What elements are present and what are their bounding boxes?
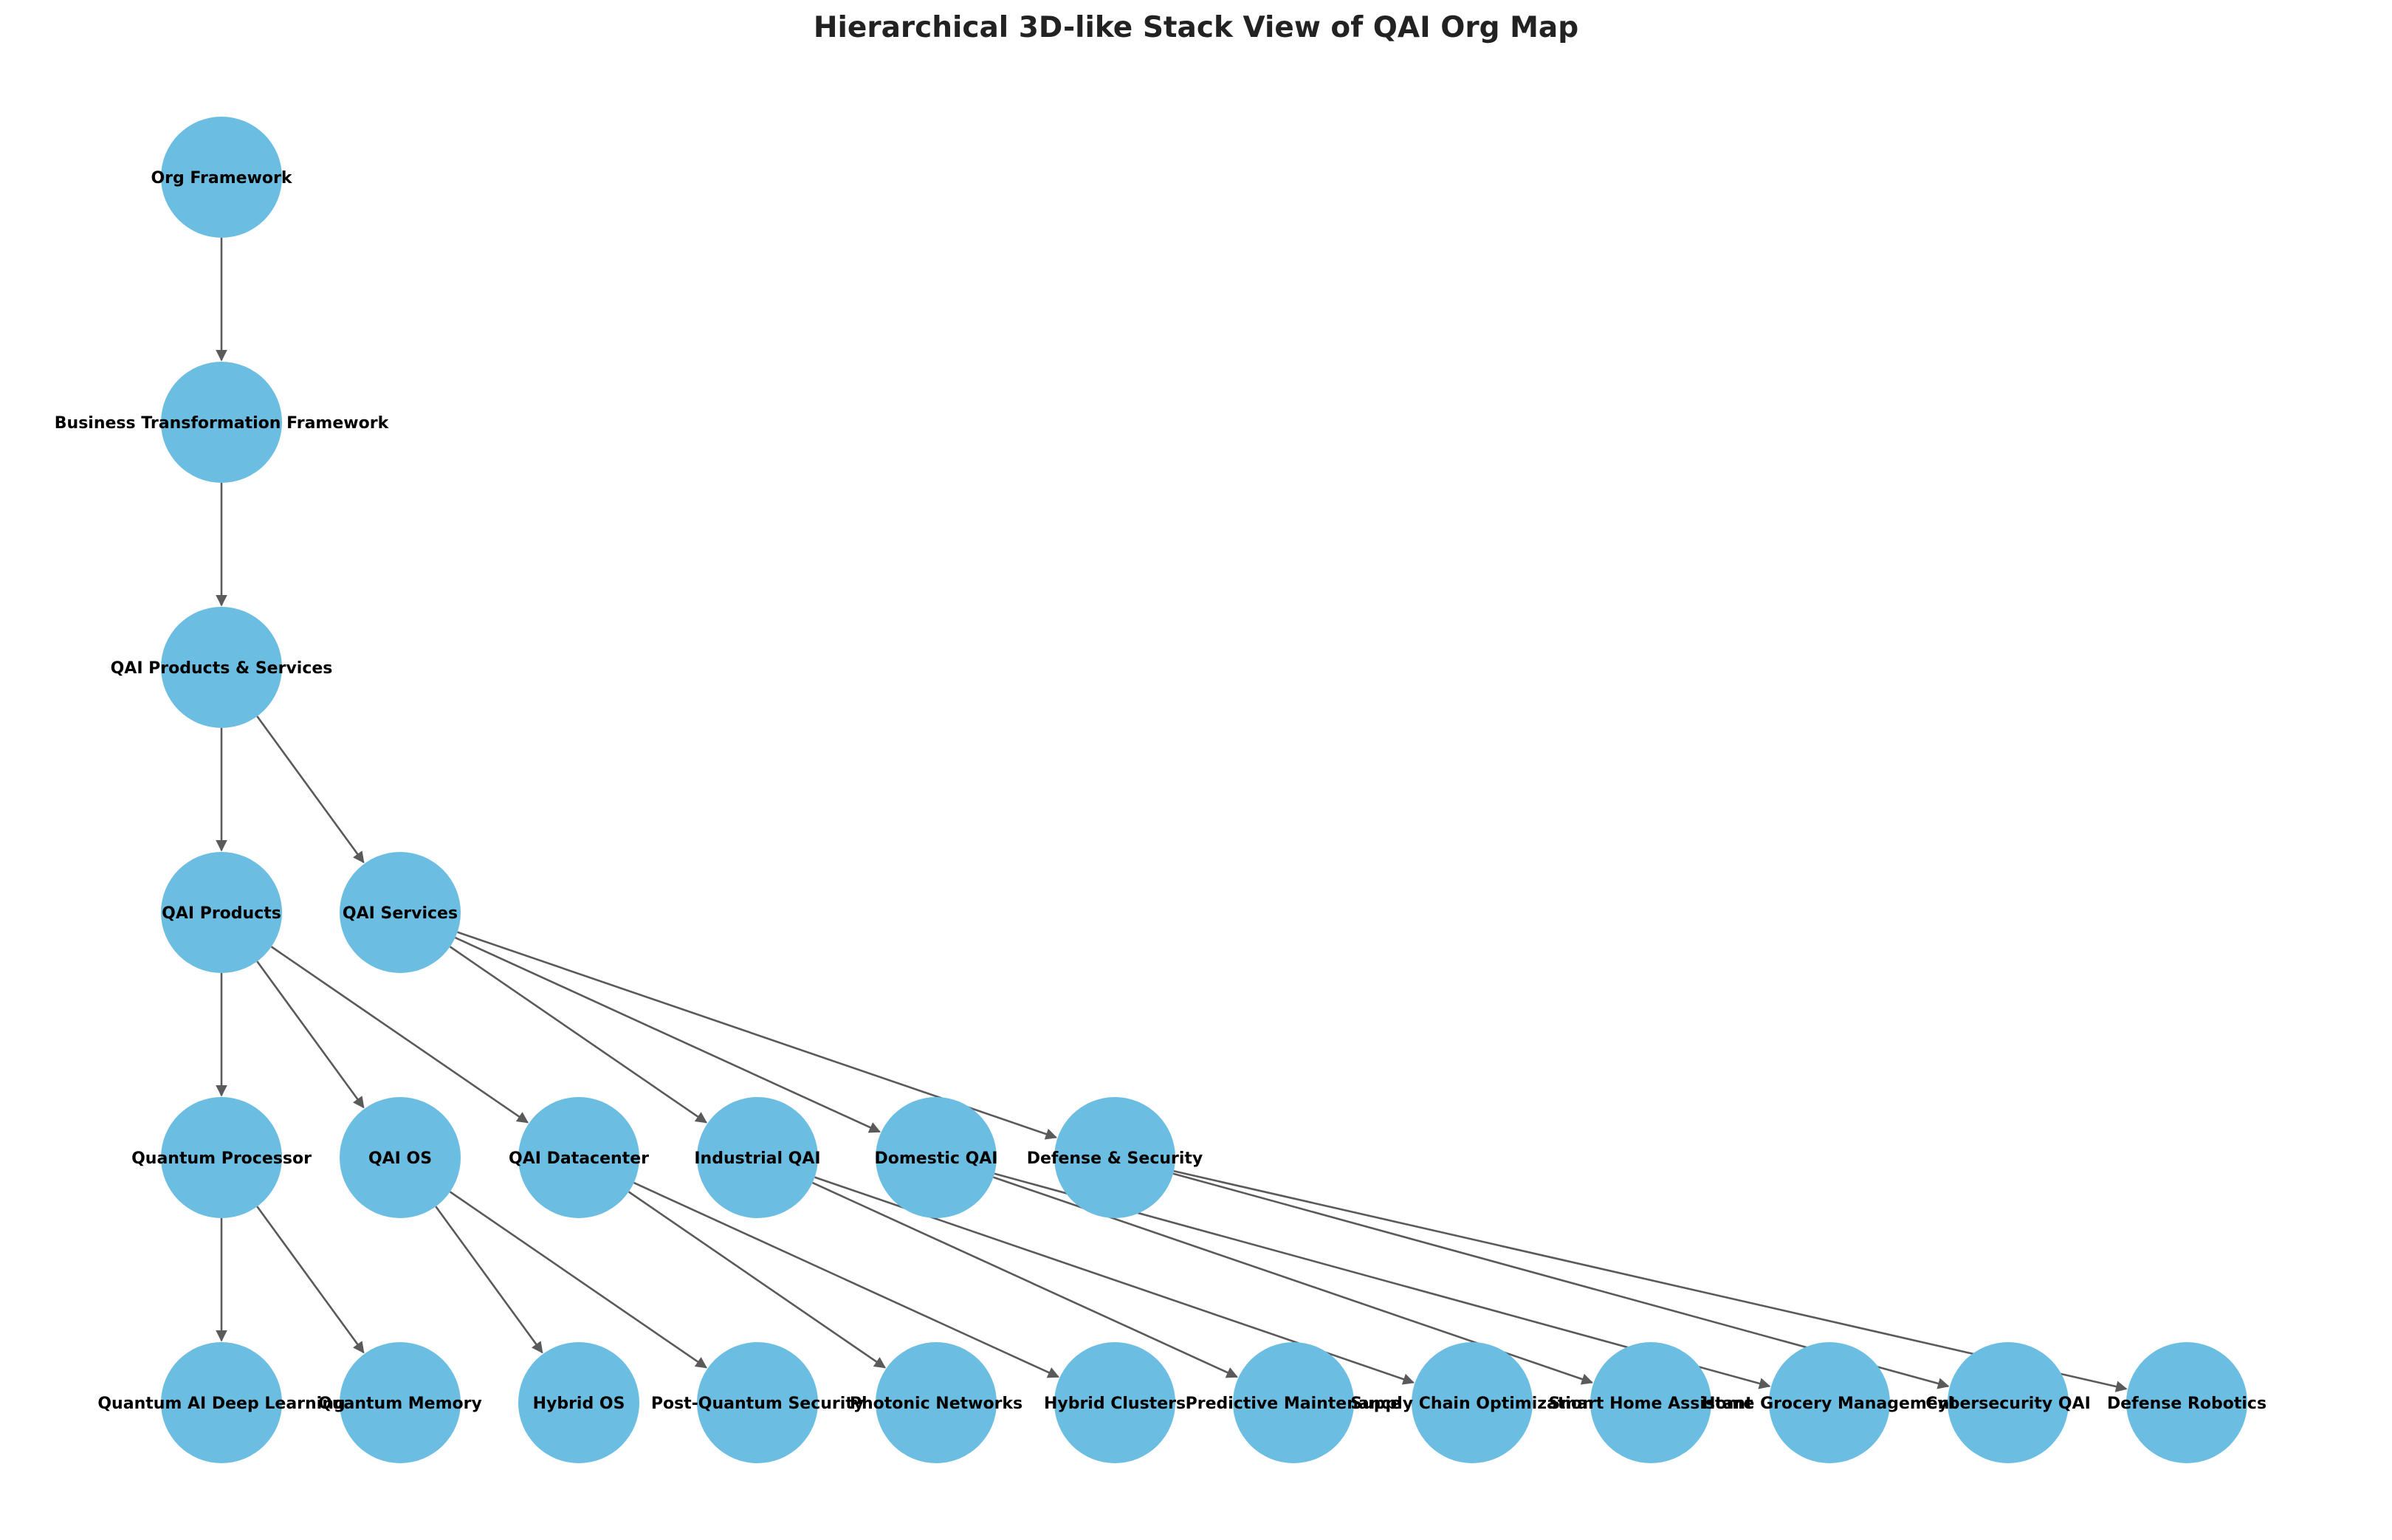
edge-quantum-processor-to-quantum-memory [256, 1206, 365, 1354]
labels-layer: Org Framework Business Transformation Fra… [55, 169, 2266, 1413]
node-qai-products-services [161, 607, 282, 728]
edge-qai-os-to-hybrid-os [435, 1206, 543, 1354]
node-label-hybrid-clusters: Hybrid Clusters [1044, 1395, 1186, 1413]
node-quantum-processor [161, 1097, 282, 1218]
node-label-qai-products-services: QAI Products & Services [111, 659, 333, 678]
node-predictive-maintenance [1233, 1342, 1354, 1463]
node-label-industrial-qai: Industrial QAI [694, 1149, 820, 1168]
node-label-quantum-processor: Quantum Processor [131, 1149, 312, 1168]
node-label-qai-datacenter: QAI Datacenter [509, 1149, 649, 1168]
node-label-smart-home-assistant: Smart Home Assistant [1548, 1395, 1753, 1413]
node-label-org-framework: Org Framework [151, 169, 292, 188]
node-label-supply-chain-optimization: Supply Chain Optimization [1350, 1395, 1594, 1413]
edge-qai-datacenter-to-photonic-networks [628, 1191, 887, 1369]
node-business-transformation-framework [161, 362, 282, 483]
node-label-qai-os: QAI OS [368, 1149, 432, 1168]
node-quantum-memory [340, 1342, 461, 1463]
node-label-cybersecurity-qai: Cybersecurity QAI [1925, 1395, 2091, 1413]
node-qai-services [340, 852, 461, 973]
node-domestic-qai [876, 1097, 997, 1218]
node-cybersecurity-qai [1948, 1342, 2069, 1463]
edge-defense-security-to-defense-robotics [1173, 1170, 2128, 1392]
node-label-defense-robotics: Defense Robotics [2107, 1395, 2266, 1413]
edge-qai-products-to-qai-os [256, 960, 365, 1109]
node-defense-robotics [2126, 1342, 2247, 1463]
edge-industrial-qai-to-predictive-maintenance [812, 1181, 1239, 1378]
node-label-predictive-maintenance: Predictive Maintenance [1186, 1395, 1402, 1413]
node-label-qai-services: QAI Services [343, 904, 458, 923]
node-label-quantum-ai-deep-learning: Quantum AI Deep Learning [97, 1395, 345, 1413]
node-qai-os [340, 1097, 461, 1218]
node-photonic-networks [876, 1342, 997, 1463]
node-supply-chain-optimization [1412, 1342, 1533, 1463]
node-label-defense-security: Defense & Security [1027, 1149, 1203, 1168]
edge-qai-datacenter-to-hybrid-clusters [633, 1181, 1060, 1378]
edge-qai-os-to-post-quantum-security [449, 1191, 708, 1369]
node-org-framework [161, 117, 282, 238]
node-label-photonic-networks: Photonic Networks [850, 1395, 1023, 1413]
node-hybrid-clusters [1054, 1342, 1175, 1463]
node-smart-home-assistant [1590, 1342, 1711, 1463]
edge-qai-products-to-qai-datacenter [270, 946, 529, 1124]
nodes-layer [161, 117, 2247, 1463]
node-industrial-qai [697, 1097, 818, 1218]
node-label-quantum-memory: Quantum Memory [318, 1395, 482, 1413]
node-home-grocery-management [1769, 1342, 1890, 1463]
edge-qai-services-to-domestic-qai [455, 936, 881, 1133]
node-label-home-grocery-management: Home Grocery Management [1702, 1395, 1957, 1413]
node-label-qai-products: QAI Products [162, 904, 281, 923]
node-label-business-transformation-framework: Business Transformation Framework [55, 414, 390, 433]
node-quantum-ai-deep-learning [161, 1342, 282, 1463]
node-qai-datacenter [518, 1097, 639, 1218]
node-qai-products [161, 852, 282, 973]
node-hybrid-os [518, 1342, 639, 1463]
edge-qai-services-to-industrial-qai [449, 946, 708, 1124]
node-defense-security [1054, 1097, 1175, 1218]
edges-layer [216, 238, 2128, 1392]
diagram-title: Hierarchical 3D-like Stack View of QAI O… [814, 11, 1578, 44]
node-post-quantum-security [697, 1342, 818, 1463]
node-label-hybrid-os: Hybrid OS [533, 1395, 625, 1413]
edge-qai-products-services-to-qai-services [256, 715, 365, 864]
node-label-post-quantum-security: Post-Quantum Security [651, 1395, 864, 1413]
node-label-domestic-qai: Domestic QAI [875, 1149, 998, 1168]
